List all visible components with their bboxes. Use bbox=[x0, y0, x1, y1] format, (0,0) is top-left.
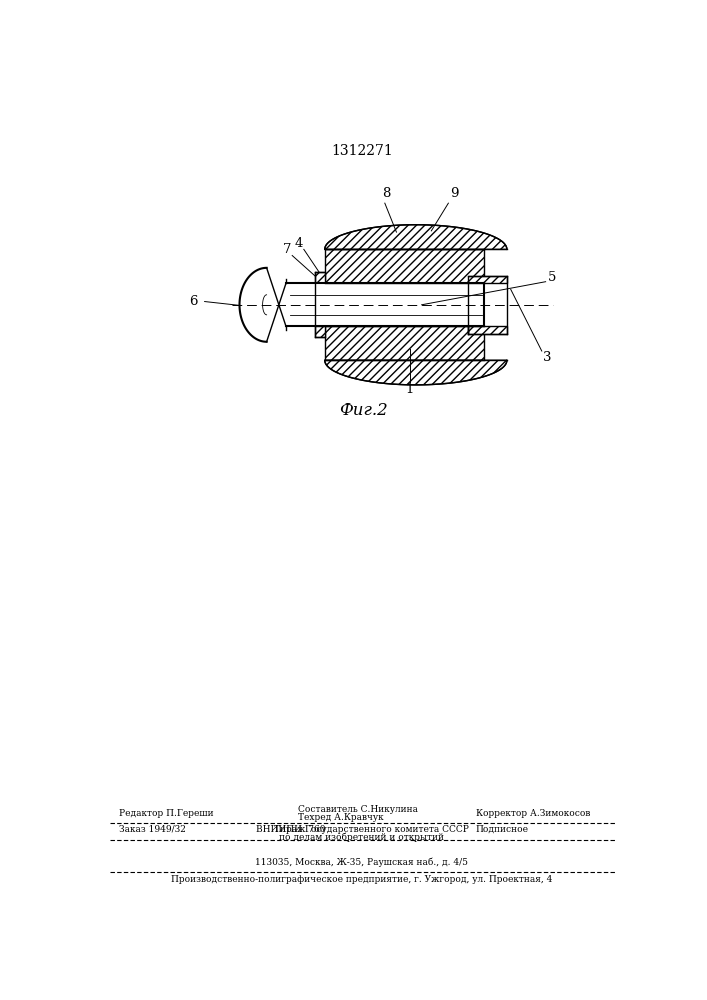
Text: Тираж 760: Тираж 760 bbox=[274, 825, 326, 834]
Polygon shape bbox=[325, 360, 507, 385]
Polygon shape bbox=[468, 326, 507, 334]
Text: по делам изобретений и открытий: по делам изобретений и открытий bbox=[279, 832, 445, 842]
Text: 5: 5 bbox=[548, 271, 556, 284]
Text: 1: 1 bbox=[406, 383, 414, 396]
Text: Техред А.Кравчук: Техред А.Кравчук bbox=[298, 813, 383, 822]
Text: Корректор А.Зимокосов: Корректор А.Зимокосов bbox=[476, 809, 590, 818]
Text: 8: 8 bbox=[382, 187, 390, 200]
Text: 4: 4 bbox=[294, 237, 303, 250]
Text: 7: 7 bbox=[283, 243, 291, 256]
Polygon shape bbox=[468, 276, 507, 283]
Text: 6: 6 bbox=[189, 295, 197, 308]
Bar bbox=[286, 283, 484, 326]
Text: 9: 9 bbox=[450, 187, 459, 200]
Text: 3: 3 bbox=[543, 351, 551, 364]
Bar bbox=[325, 326, 484, 360]
Polygon shape bbox=[315, 272, 325, 283]
Text: Составитель С.Никулина: Составитель С.Никулина bbox=[298, 805, 418, 814]
Bar bbox=[325, 249, 484, 283]
Text: 113035, Москва, Ж-35, Раушская наб., д. 4/5: 113035, Москва, Ж-35, Раушская наб., д. … bbox=[255, 858, 469, 867]
Bar bbox=[325, 249, 484, 283]
Text: Производственно-полиграфическое предприятие, г. Ужгород, ул. Проектная, 4: Производственно-полиграфическое предприя… bbox=[171, 875, 553, 884]
Polygon shape bbox=[315, 326, 325, 337]
Text: 1312271: 1312271 bbox=[331, 144, 393, 158]
Text: ВНИИПИ Государственного комитета СССР: ВНИИПИ Государственного комитета СССР bbox=[255, 825, 469, 834]
Polygon shape bbox=[325, 225, 507, 249]
Bar bbox=[325, 326, 484, 360]
Text: Редактор П.Гереши: Редактор П.Гереши bbox=[119, 809, 214, 818]
Text: Заказ 1949/32: Заказ 1949/32 bbox=[119, 825, 186, 834]
Text: Подписное: Подписное bbox=[476, 825, 529, 834]
Text: Фиг.2: Фиг.2 bbox=[339, 402, 388, 419]
